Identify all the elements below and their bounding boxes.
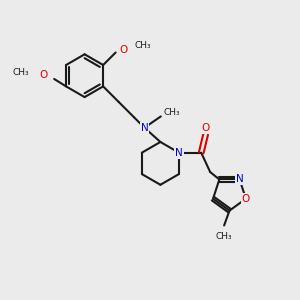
Text: O: O: [39, 70, 47, 80]
Text: O: O: [202, 123, 210, 133]
Text: CH₃: CH₃: [135, 41, 152, 50]
Text: CH₃: CH₃: [13, 68, 29, 77]
Text: CH₃: CH₃: [163, 108, 180, 117]
Text: O: O: [242, 194, 250, 204]
Text: CH₃: CH₃: [216, 232, 232, 241]
Text: N: N: [175, 148, 183, 158]
Text: N: N: [141, 123, 148, 133]
Text: O: O: [120, 44, 128, 55]
Text: N: N: [236, 174, 244, 184]
